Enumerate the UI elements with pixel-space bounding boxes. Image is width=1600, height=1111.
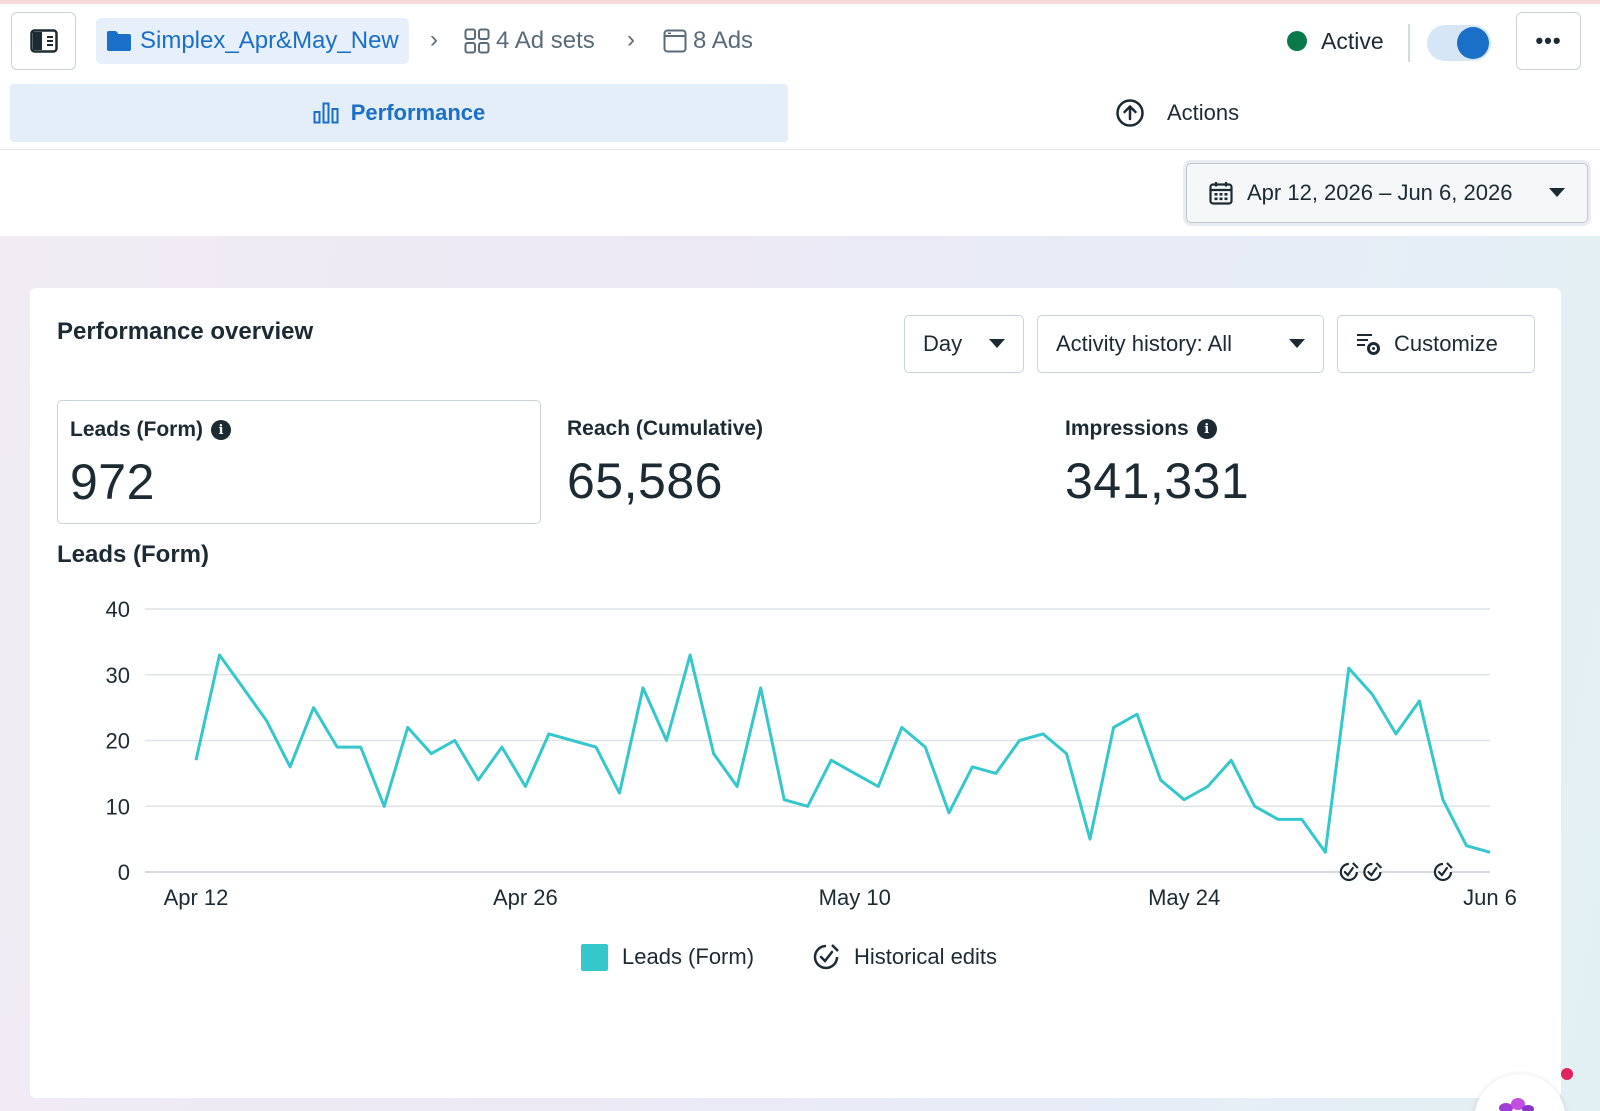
more-options-button[interactable]: ••• bbox=[1516, 12, 1581, 70]
notification-dot bbox=[1561, 1068, 1573, 1080]
customize-label: Customize bbox=[1394, 331, 1498, 356]
header: Simplex_Apr&May_New › 4 Ad sets › 8 Ads … bbox=[0, 4, 1600, 80]
bar-chart-icon bbox=[313, 102, 339, 124]
breadcrumb-ads[interactable]: 8 Ads bbox=[663, 18, 753, 64]
toggle-knob bbox=[1457, 27, 1489, 59]
folder-icon bbox=[107, 31, 131, 51]
info-icon[interactable]: i bbox=[1196, 419, 1217, 439]
chevron-right-icon: › bbox=[627, 26, 635, 53]
legend-series[interactable]: Leads (Form) bbox=[581, 940, 754, 974]
metric-leads-value: 972 bbox=[70, 454, 155, 510]
customize-settings-icon bbox=[1357, 334, 1380, 355]
caret-down-icon bbox=[1289, 339, 1305, 348]
sidebar-panel-icon bbox=[29, 29, 58, 53]
historical-edit-icon bbox=[813, 944, 839, 970]
metric-leads[interactable]: Leads (Form) i 972 bbox=[57, 400, 541, 524]
breadcrumb-adsets-label: 4 Ad sets bbox=[496, 27, 595, 54]
metric-impressions-value: 341,331 bbox=[1065, 453, 1250, 509]
caret-down-icon bbox=[989, 339, 1005, 348]
chart-title: Leads (Form) bbox=[57, 541, 210, 568]
legend-swatch bbox=[581, 943, 608, 971]
metric-reach-label: Reach (Cumulative) bbox=[567, 417, 764, 440]
arrow-up-circle-icon bbox=[1116, 99, 1144, 127]
status-dot bbox=[1287, 31, 1307, 51]
metric-reach[interactable]: Reach (Cumulative) 65,586 bbox=[555, 400, 1039, 524]
status-label: Active bbox=[1321, 27, 1384, 54]
overview-title: Performance overview bbox=[57, 318, 314, 345]
legend-series-label: Leads (Form) bbox=[622, 944, 755, 969]
calendar-icon bbox=[1209, 182, 1233, 205]
legend-historical-edits[interactable]: Historical edits bbox=[812, 940, 997, 974]
metric-reach-value: 65,586 bbox=[567, 453, 723, 509]
assistant-logo-icon bbox=[1499, 1098, 1534, 1111]
chevron-right-icon: › bbox=[430, 26, 438, 53]
metric-impressions-label: Impressions bbox=[1065, 417, 1189, 440]
date-range-label: Apr 12, 2026 – Jun 6, 2026 bbox=[1247, 180, 1513, 205]
granularity-label: Day bbox=[923, 331, 963, 356]
breadcrumb-campaign-label: Simplex_Apr&May_New bbox=[140, 27, 399, 54]
breadcrumb-ads-label: 8 Ads bbox=[693, 27, 754, 54]
divider bbox=[1408, 24, 1410, 62]
ad-window-icon bbox=[663, 29, 687, 53]
metric-reach-label-row: Reach (Cumulative) bbox=[567, 417, 763, 441]
tab-performance-label: Performance bbox=[350, 100, 486, 125]
activity-history-label: Activity history: All bbox=[1056, 331, 1233, 356]
legend-edits-label: Historical edits bbox=[854, 944, 998, 969]
metric-leads-label: Leads (Form) bbox=[70, 418, 204, 441]
tab-actions[interactable]: Actions bbox=[1115, 84, 1239, 142]
top-strip bbox=[0, 0, 1600, 4]
tabs-divider bbox=[0, 149, 1600, 150]
date-range-picker[interactable]: Apr 12, 2026 – Jun 6, 2026 bbox=[1186, 163, 1588, 223]
metric-impressions-label-row: Impressions i bbox=[1065, 417, 1217, 441]
sidebar-toggle-button[interactable] bbox=[11, 12, 76, 70]
grid-icon bbox=[464, 28, 490, 54]
more-dots-icon: ••• bbox=[1535, 28, 1562, 53]
metric-impressions[interactable]: Impressions i 341,331 bbox=[1053, 400, 1537, 524]
breadcrumb-adsets[interactable]: 4 Ad sets bbox=[464, 18, 595, 64]
breadcrumb-campaign[interactable]: Simplex_Apr&May_New bbox=[96, 18, 409, 64]
status-indicator: Active bbox=[1287, 18, 1384, 64]
metric-leads-label-row: Leads (Form) i bbox=[70, 418, 232, 442]
customize-button[interactable]: Customize bbox=[1337, 315, 1535, 373]
tab-performance[interactable]: Performance bbox=[10, 84, 788, 142]
info-icon[interactable]: i bbox=[211, 420, 232, 440]
active-toggle[interactable] bbox=[1427, 25, 1491, 61]
tab-actions-label: Actions bbox=[1167, 100, 1240, 125]
caret-down-icon bbox=[1549, 188, 1565, 197]
granularity-dropdown[interactable]: Day bbox=[904, 315, 1024, 373]
activity-history-dropdown[interactable]: Activity history: All bbox=[1037, 315, 1324, 373]
